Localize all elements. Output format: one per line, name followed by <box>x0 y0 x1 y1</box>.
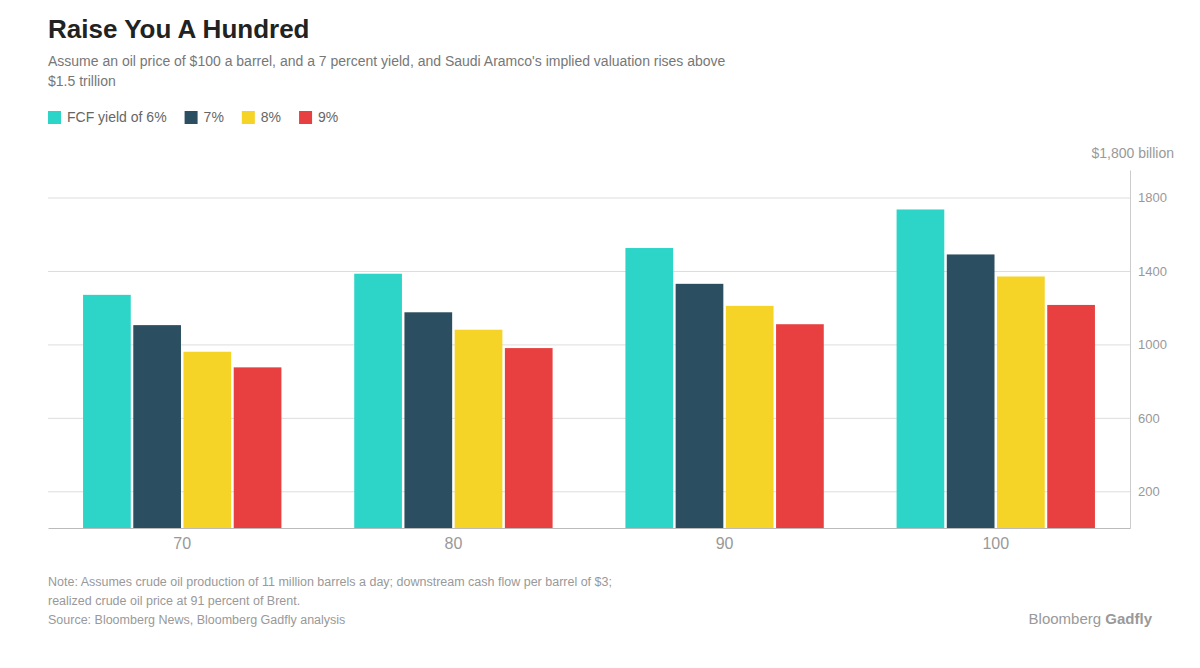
bar <box>83 295 131 528</box>
legend-label: 8% <box>261 109 281 125</box>
bar <box>183 352 231 528</box>
subtitle-line: $1.5 trillion <box>48 73 116 89</box>
credit-part: Bloomberg <box>1029 610 1102 627</box>
bar <box>625 248 673 528</box>
legend-item: FCF yield of 6% <box>48 109 167 125</box>
bar-series <box>133 254 994 528</box>
x-tick: 90 <box>716 528 734 552</box>
bar <box>404 312 452 528</box>
x-tick: 80 <box>445 528 463 552</box>
bar <box>947 254 995 528</box>
y-tick-label: 1000 <box>1138 337 1167 352</box>
y-axis-line <box>1130 171 1131 529</box>
legend-item: 8% <box>242 109 281 125</box>
plot-area: 200 600 1000 1400 1800 70 80 90 100 <box>48 171 1167 553</box>
legend-swatch <box>242 111 255 124</box>
credit: Bloomberg Gadfly <box>1029 610 1153 627</box>
bar <box>897 209 945 528</box>
bar <box>354 274 402 528</box>
bar <box>455 330 503 528</box>
chart: Raise You A Hundred Assume an oil price o… <box>0 0 1200 668</box>
bar <box>726 306 774 528</box>
legend-swatch <box>185 111 198 124</box>
subtitle: Assume an oil price of $100 a barrel, an… <box>48 53 726 89</box>
note: Note: Assumes crude oil production of 11… <box>48 575 612 589</box>
bar-series <box>83 209 944 528</box>
legend-label: FCF yield of 6% <box>67 109 167 125</box>
y-axis: 200 600 1000 1400 1800 <box>48 171 1167 529</box>
bar <box>676 284 724 528</box>
x-axis: 70 80 90 100 <box>49 528 1131 552</box>
title: Raise You A Hundred <box>48 14 310 44</box>
bar <box>776 324 824 528</box>
y-axis-label: $1,800 billion <box>1091 145 1174 161</box>
bar <box>505 348 553 528</box>
x-tick-label: 100 <box>982 535 1009 552</box>
x-tick-label: 70 <box>173 535 191 552</box>
grid-line <box>48 198 1130 199</box>
bar-series <box>234 305 1095 528</box>
legend-item: 7% <box>185 109 224 125</box>
note: Source: Bloomberg News, Bloomberg Gadfly… <box>48 613 345 627</box>
x-tick-label: 80 <box>445 535 463 552</box>
y-tick-label: 1800 <box>1138 190 1167 205</box>
bar <box>133 325 181 528</box>
y-tick-label: 200 <box>1138 484 1160 499</box>
legend-swatch <box>48 111 61 124</box>
legend: FCF yield of 6% 7% 8% 9% <box>48 109 338 125</box>
legend-label: 7% <box>204 109 224 125</box>
y-tick-label: 600 <box>1138 411 1160 426</box>
bar-series <box>183 276 1044 528</box>
x-tick: 100 <box>982 528 1009 552</box>
x-tick: 70 <box>173 528 191 552</box>
bar <box>1047 305 1095 528</box>
credit-part: Gadfly <box>1101 610 1153 627</box>
bar <box>997 276 1045 528</box>
bar <box>234 367 282 528</box>
x-tick-label: 90 <box>716 535 734 552</box>
y-tick-label: 1400 <box>1138 264 1167 279</box>
x-axis-line <box>49 528 1131 529</box>
legend-item: 9% <box>299 109 338 125</box>
bars <box>83 209 1095 528</box>
legend-label: 9% <box>318 109 338 125</box>
legend-swatch <box>299 111 312 124</box>
subtitle-line: Assume an oil price of $100 a barrel, an… <box>48 53 726 69</box>
y-tick: 1800 <box>48 190 1167 205</box>
y-tick: 1400 <box>48 264 1167 279</box>
note: realized crude oil price at 91 percent o… <box>48 594 300 608</box>
